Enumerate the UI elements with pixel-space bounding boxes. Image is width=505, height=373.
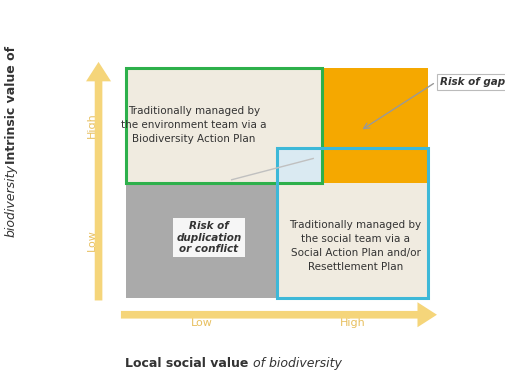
- Text: Low: Low: [190, 318, 212, 327]
- Text: Local social value: Local social value: [125, 357, 252, 370]
- Text: High: High: [339, 318, 365, 327]
- Text: Intrinsic value of: Intrinsic value of: [5, 42, 18, 164]
- Text: Traditionally managed by
the environment team via a
Biodiversity Action Plan: Traditionally managed by the environment…: [121, 106, 266, 144]
- Bar: [276, 148, 427, 298]
- Bar: [126, 68, 276, 183]
- Text: of biodiversity: of biodiversity: [252, 357, 341, 370]
- Bar: [276, 183, 427, 298]
- Bar: [276, 68, 322, 183]
- Bar: [126, 68, 322, 183]
- Bar: [276, 68, 427, 183]
- Text: biodiversity: biodiversity: [5, 164, 18, 237]
- Text: Risk of
duplication
or conflict: Risk of duplication or conflict: [176, 221, 241, 254]
- Bar: [276, 148, 322, 183]
- Text: Low: Low: [86, 229, 96, 251]
- Text: Risk of gaps: Risk of gaps: [439, 77, 505, 87]
- Text: Traditionally managed by
the social team via a
Social Action Plan and/or
Resettl: Traditionally managed by the social team…: [289, 220, 421, 272]
- Bar: [126, 183, 276, 298]
- Text: High: High: [86, 112, 96, 138]
